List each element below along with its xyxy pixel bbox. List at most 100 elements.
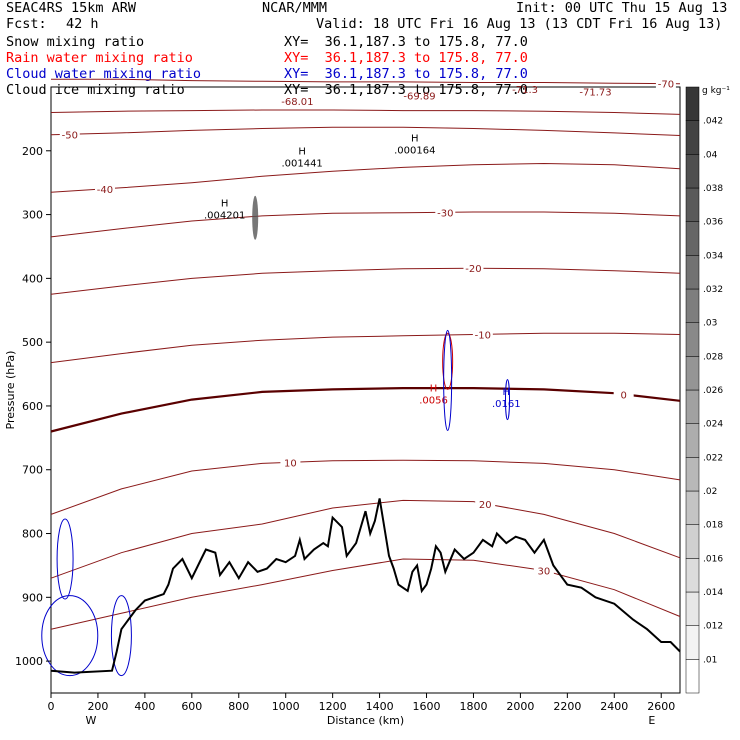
plot-frame xyxy=(50,86,681,694)
x-tick-label: 600 xyxy=(181,700,202,713)
x-tick-label: 2000 xyxy=(506,700,534,713)
contour-label: -40 xyxy=(97,185,113,196)
high-marker: H xyxy=(411,134,419,145)
colorbar-tick-label: .028 xyxy=(703,352,723,362)
init-time: Init: 00 UTC Thu 15 Aug 13 xyxy=(516,0,728,16)
field-name-cloud-ice: Cloud ice mixing ratio xyxy=(6,82,185,98)
field-xy-snow: XY= 36.1,187.3 to 175.8, 77.0 xyxy=(284,34,528,50)
x-tick-label: 2600 xyxy=(647,700,675,713)
contour-label: -50 xyxy=(62,130,78,141)
colorbar-step xyxy=(685,356,700,391)
colorbar-tick-label: .014 xyxy=(703,588,723,598)
colorbar-unit: g kg⁻¹ xyxy=(702,86,730,96)
contour-label-bg xyxy=(472,328,493,341)
colorbar-step xyxy=(685,187,700,222)
field-name-cloud-water: Cloud water mixing ratio xyxy=(6,66,202,82)
x-tick-label: 1800 xyxy=(459,700,487,713)
colorbar-step xyxy=(685,558,700,593)
temperature-contour--10 xyxy=(50,332,681,364)
contour-extreme-value: -68.01 xyxy=(281,97,313,108)
colorbar-tick-label: .012 xyxy=(703,622,723,632)
x-tick-label: 2400 xyxy=(600,700,628,713)
contour-label: -10 xyxy=(475,330,491,341)
field-name-rain: Rain water mixing ratio xyxy=(6,50,193,66)
field-xy-cloud-water: XY= 36.1,187.3 to 175.8, 77.0 xyxy=(284,66,528,82)
colorbar-step xyxy=(685,457,700,492)
model-name: SEAC4RS 15km ARW xyxy=(6,0,137,16)
ice-shading xyxy=(252,195,259,240)
contour-label-bg xyxy=(655,77,676,90)
cloud-water-contour xyxy=(56,518,74,600)
colorbar-tick-label: .03 xyxy=(703,319,717,329)
high-marker: H xyxy=(221,199,229,210)
x-axis-label: Distance (km) xyxy=(327,714,404,727)
colorbar-step xyxy=(685,255,700,290)
y-tick-label: 800 xyxy=(22,528,43,541)
contour-label: -70 xyxy=(658,80,674,91)
contour-extreme-value: -71.73 xyxy=(579,87,611,98)
temperature-contour--20 xyxy=(50,267,681,295)
y-tick-label: 1000 xyxy=(15,655,43,668)
cloud-water-contour xyxy=(41,595,99,677)
temperature-contour--30 xyxy=(50,211,681,238)
x-tick-label: 0 xyxy=(48,700,55,713)
contour-label: 10 xyxy=(284,458,297,469)
x-tick-label: 1400 xyxy=(366,700,394,713)
colorbar-step xyxy=(685,221,700,256)
contour-label: 0 xyxy=(620,390,626,401)
cloud-water-contour xyxy=(110,595,132,677)
colorbar-tick-label: .026 xyxy=(703,386,723,396)
contour-label-bg xyxy=(280,456,301,469)
colorbar-step xyxy=(685,86,700,121)
colorbar-tick-label: .034 xyxy=(703,251,723,261)
contour-label-bg xyxy=(613,388,634,401)
field-xy-cloud-ice: XY= 36.1,187.3 to 175.8, 77.0 xyxy=(284,82,528,98)
contour-label: -30 xyxy=(437,208,453,219)
temperature-contour--60 xyxy=(50,109,681,115)
valid-time: Valid: 18 UTC Fri 16 Aug 13 (13 CDT Fri … xyxy=(316,16,723,32)
fcst-value: 42 h xyxy=(66,16,99,32)
colorbar-tick-label: .01 xyxy=(703,655,717,665)
contour-extreme-value: -69.89 xyxy=(403,91,435,102)
center-name: NCAR/MMM xyxy=(262,0,328,16)
colorbar-tick-label: .04 xyxy=(703,150,718,160)
temperature-contour--40 xyxy=(50,162,681,193)
x-tick-label: 400 xyxy=(134,700,155,713)
x-tick-label: 1600 xyxy=(413,700,441,713)
high-marker: H xyxy=(298,146,306,157)
colorbar-step xyxy=(685,120,700,155)
colorbar-tick-label: .02 xyxy=(703,487,717,497)
colorbar-tick-label: .038 xyxy=(703,184,723,194)
colorbar-step xyxy=(685,389,700,424)
colorbar-tick-label: .032 xyxy=(703,285,723,295)
colorbar-step xyxy=(685,524,700,559)
temperature-contour-10 xyxy=(50,459,681,515)
colorbar-step xyxy=(685,591,700,626)
x-tick-label: 1200 xyxy=(319,700,347,713)
contour-label-bg xyxy=(435,206,456,219)
colorbar-step xyxy=(685,154,700,189)
colorbar-step xyxy=(685,288,700,323)
colorbar-tick-label: .022 xyxy=(703,453,723,463)
colorbar-step xyxy=(685,625,700,660)
high-value: .0056 xyxy=(419,396,448,407)
cloud-water-contour xyxy=(504,379,510,421)
contour-label-bg xyxy=(463,262,484,275)
y-tick-label: 200 xyxy=(22,145,43,158)
rain-contour xyxy=(442,332,454,390)
temperature-contour--50 xyxy=(50,126,681,136)
y-tick-label: 400 xyxy=(22,272,43,285)
contour-label-bg xyxy=(475,497,496,510)
high-marker: H xyxy=(430,384,438,395)
x-tick-label: 800 xyxy=(228,700,249,713)
contour-label: 30 xyxy=(538,567,551,578)
y-axis-label: Pressure (hPa) xyxy=(4,351,17,430)
endpoint-right: E xyxy=(648,714,655,727)
y-tick-label: 300 xyxy=(22,209,43,222)
contour-label-bg xyxy=(533,564,554,577)
temperature-contour-20 xyxy=(50,499,681,579)
y-tick-label: 700 xyxy=(22,464,43,477)
high-value: .000164 xyxy=(394,146,435,157)
temperature-contour-0 xyxy=(50,387,681,433)
